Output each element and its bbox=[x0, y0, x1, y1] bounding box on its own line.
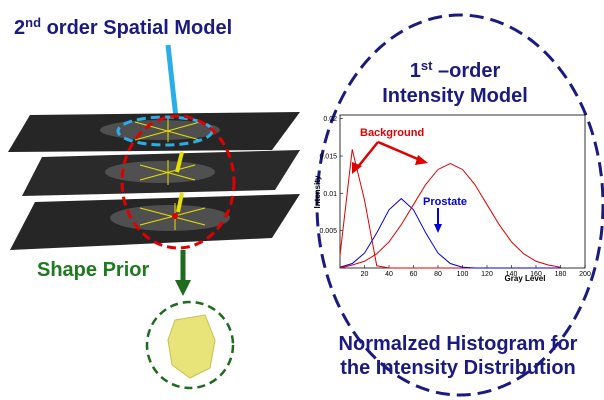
annotation: Prostate bbox=[423, 196, 467, 208]
x-tick-label: 120 bbox=[481, 271, 493, 278]
x-tick-label: 40 bbox=[385, 271, 393, 278]
y-tick-label: 0.01 bbox=[323, 191, 337, 198]
y-label: Intensity bbox=[313, 175, 322, 208]
shape-prior bbox=[168, 315, 215, 378]
x-tick-label: 20 bbox=[361, 271, 369, 278]
x-tick-label: 180 bbox=[555, 271, 567, 278]
text: st bbox=[421, 58, 433, 73]
annotation: Background bbox=[360, 127, 424, 139]
text: nd bbox=[25, 15, 41, 30]
text: order Spatial Model bbox=[41, 17, 232, 39]
y-tick-label: 0.015 bbox=[319, 154, 337, 161]
y-tick-label: 0.005 bbox=[319, 228, 337, 235]
mri-slices bbox=[8, 112, 300, 250]
text: 1 bbox=[410, 60, 421, 82]
diagram: 2nd order Spatial Model Shape Prior 1st … bbox=[0, 0, 604, 400]
plot: Intensity Gray Level Background Prostate… bbox=[313, 115, 591, 283]
intensity-title: 1st –order bbox=[410, 58, 501, 82]
text: 2 bbox=[14, 17, 25, 39]
text: –order bbox=[432, 60, 500, 82]
y-tick-label: 0.02 bbox=[323, 116, 337, 123]
x-tick-label: 80 bbox=[434, 271, 442, 278]
spatial-title: 2nd order Spatial Model bbox=[14, 15, 232, 39]
x-tick-label: 100 bbox=[457, 271, 469, 278]
caption: the Intensity Distribution bbox=[340, 357, 576, 379]
shape-prior-label: Shape Prior bbox=[37, 259, 149, 281]
x-tick-label: 160 bbox=[530, 271, 542, 278]
intensity-title: Intensity Model bbox=[382, 85, 528, 107]
x-tick-label: 200 bbox=[579, 271, 591, 278]
caption: Normalzed Histogram for bbox=[339, 333, 578, 355]
x-tick-label: 60 bbox=[410, 271, 418, 278]
arrow bbox=[168, 45, 176, 118]
arrow-head bbox=[175, 280, 191, 296]
x-tick-label: 140 bbox=[506, 271, 518, 278]
